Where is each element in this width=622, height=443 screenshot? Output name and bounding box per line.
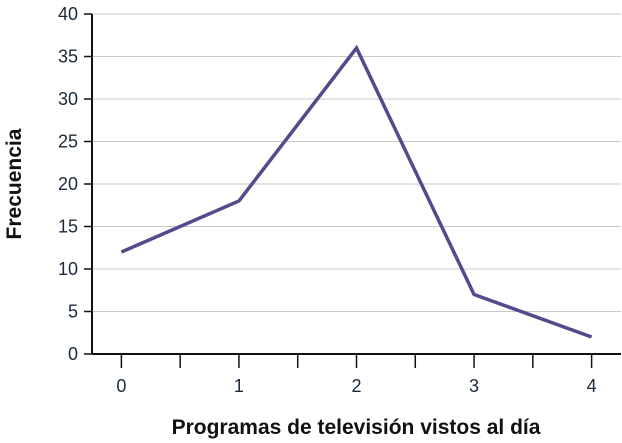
y-axis-label: Frecuencia (3, 128, 26, 239)
x-tick-label-0: 0 (116, 376, 126, 396)
x-axis-label: Programas de televisión vistos al día (172, 416, 541, 439)
y-tick-label-20: 20 (58, 174, 78, 194)
grid-lines (92, 13, 621, 312)
y-tick-label-25: 25 (58, 132, 78, 152)
y-tick-label-30: 30 (58, 89, 78, 109)
series-line (120, 44, 593, 339)
y-tick-label-35: 35 (58, 47, 78, 67)
y-ticks: 0 5 10 15 20 25 30 35 40 (58, 4, 92, 364)
y-tick-label-0: 0 (68, 344, 78, 364)
y-tick-label-10: 10 (58, 259, 78, 279)
x-minor-ticks (179, 354, 534, 368)
y-tick-label-40: 40 (58, 4, 78, 24)
x-tick-label-2: 2 (351, 376, 361, 396)
x-tick-label-1: 1 (234, 376, 244, 396)
x-tick-label-3: 3 (469, 376, 479, 396)
x-tick-label-4: 4 (587, 376, 597, 396)
y-tick-label-15: 15 (58, 217, 78, 237)
y-tick-label-5: 5 (68, 302, 78, 322)
x-ticks: 0 1 2 3 4 (116, 354, 597, 396)
